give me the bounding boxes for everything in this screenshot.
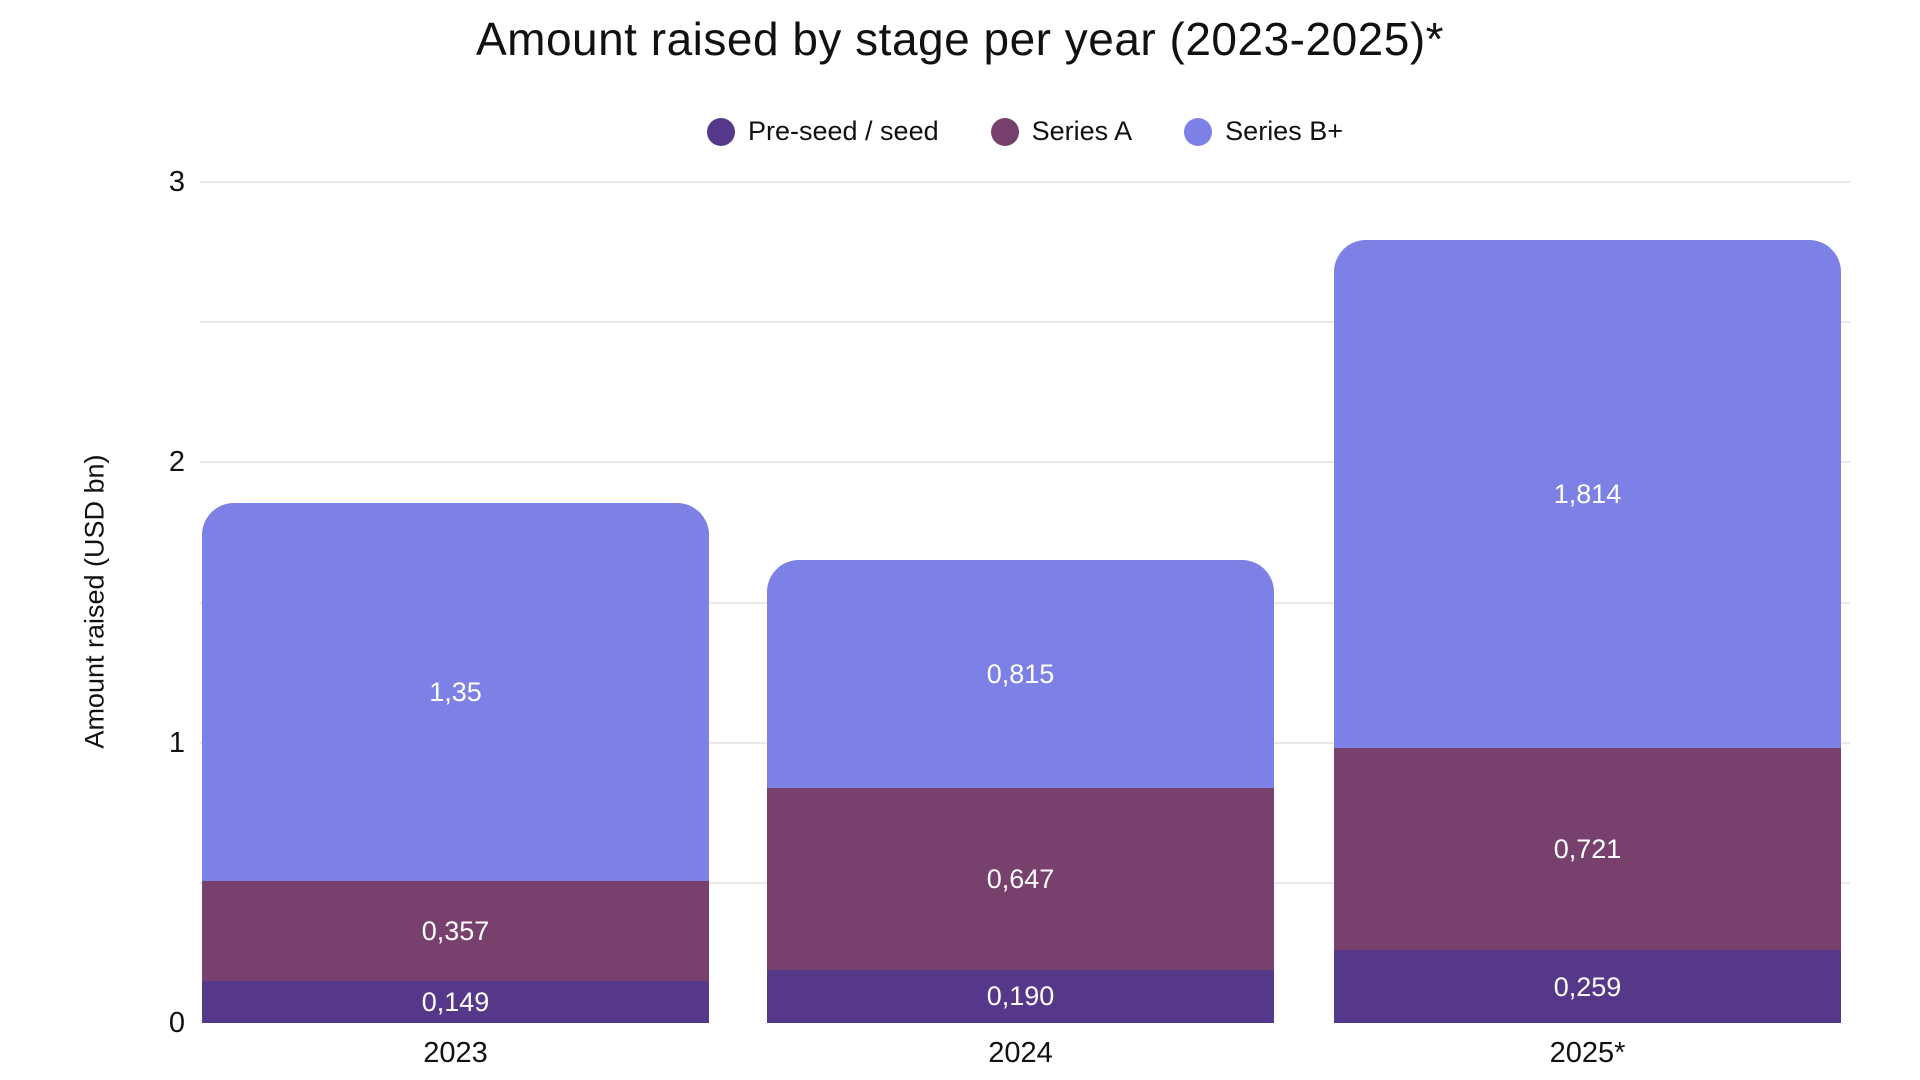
x-tick-label: 2024 xyxy=(988,1037,1053,1069)
value-label: 0,149 xyxy=(421,987,490,1018)
gridline xyxy=(200,461,1850,464)
chart-title: Amount raised by stage per year (2023-20… xyxy=(475,13,1445,65)
y-tick-label: 0 xyxy=(168,1007,185,1039)
value-label: 0,721 xyxy=(1553,834,1622,865)
x-tick-label: 2025* xyxy=(1549,1037,1626,1069)
bar-segment xyxy=(767,969,1274,1023)
gridline xyxy=(200,181,1850,183)
bar-segment xyxy=(1334,239,1841,749)
legend-dot-icon xyxy=(707,117,735,146)
legend-dot-icon xyxy=(990,117,1019,146)
legend-item-1: Pre-seed / seed xyxy=(707,116,939,147)
y-tick-label: 1 xyxy=(168,726,185,759)
bar-segment xyxy=(767,559,1274,789)
legend-dot-icon xyxy=(1184,117,1213,146)
legend-label: Series A xyxy=(1031,116,1133,146)
legend-label: Pre-seed / seed xyxy=(748,116,939,146)
y-tick-label: 3 xyxy=(168,166,185,198)
chart-legend: Pre-seed / seed Series A Series B+ xyxy=(200,116,1850,147)
bar-segment xyxy=(202,502,709,882)
value-label: 1,35 xyxy=(429,676,482,707)
legend-item-3: Series B+ xyxy=(1184,116,1343,147)
bar-segment xyxy=(202,981,709,1023)
value-label: 0,259 xyxy=(1553,971,1622,1002)
bar-segment xyxy=(1334,748,1841,951)
y-tick-label: 2 xyxy=(168,446,185,479)
value-label: 0,357 xyxy=(421,916,490,947)
bar-segment xyxy=(202,881,709,982)
gridline xyxy=(200,321,1850,324)
value-label: 0,190 xyxy=(986,981,1055,1012)
bar-segment xyxy=(767,788,1274,970)
bar-segment xyxy=(1334,950,1841,1023)
value-label: 1,814 xyxy=(1553,479,1622,509)
x-tick-label: 2023 xyxy=(423,1037,488,1069)
value-label: 0,815 xyxy=(986,659,1055,690)
legend-item-2: Series A xyxy=(990,116,1133,147)
value-label: 0,647 xyxy=(986,864,1055,895)
legend-label: Series B+ xyxy=(1225,116,1343,146)
